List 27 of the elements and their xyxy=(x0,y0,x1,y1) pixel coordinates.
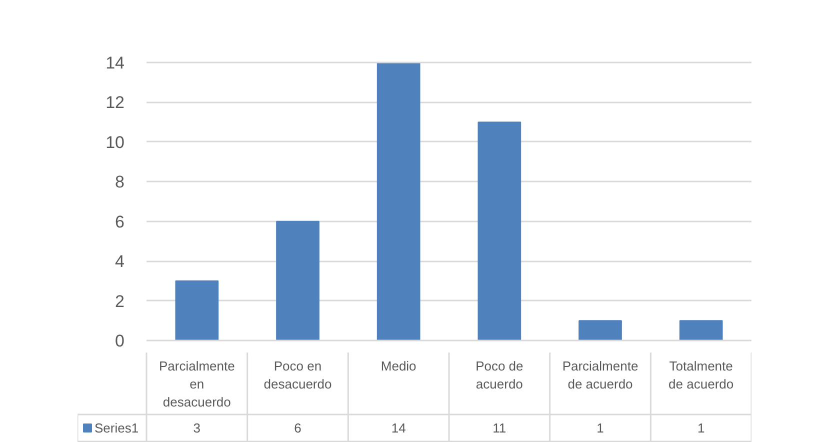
legend-label: Series1 xyxy=(94,420,139,436)
y-tick-label: 0 xyxy=(115,332,125,350)
x-tick-label: Poco en desacuerdo xyxy=(264,358,332,392)
bar xyxy=(376,62,420,340)
x-tick-label: Poco de acuerdo xyxy=(476,358,524,392)
bar xyxy=(679,320,723,340)
data-label: 14 xyxy=(391,420,406,436)
y-tick-label: 14 xyxy=(106,54,125,72)
y-tick-label: 10 xyxy=(106,132,125,152)
bar xyxy=(276,220,320,340)
data-label: 1 xyxy=(596,420,604,436)
y-tick-label: 6 xyxy=(115,212,125,232)
x-tick-label: Medio xyxy=(380,358,416,374)
y-tick-label: 2 xyxy=(115,292,125,311)
x-tick-label: Parcialmente de acuerdo xyxy=(562,358,638,392)
x-tick-label: Parcialmente en desacuerdo xyxy=(158,358,235,410)
y-tick-label: 8 xyxy=(115,172,125,192)
data-label: 6 xyxy=(294,420,302,436)
bar xyxy=(478,122,522,340)
bar xyxy=(175,280,219,340)
data-label: 1 xyxy=(697,420,705,436)
data-label: 11 xyxy=(492,420,506,436)
bar xyxy=(578,320,622,340)
y-tick-label: 12 xyxy=(106,93,125,112)
data-label: 3 xyxy=(193,420,201,436)
y-tick-label: 4 xyxy=(115,252,125,272)
x-tick-label: Totalmente de acuerdo xyxy=(668,358,734,392)
